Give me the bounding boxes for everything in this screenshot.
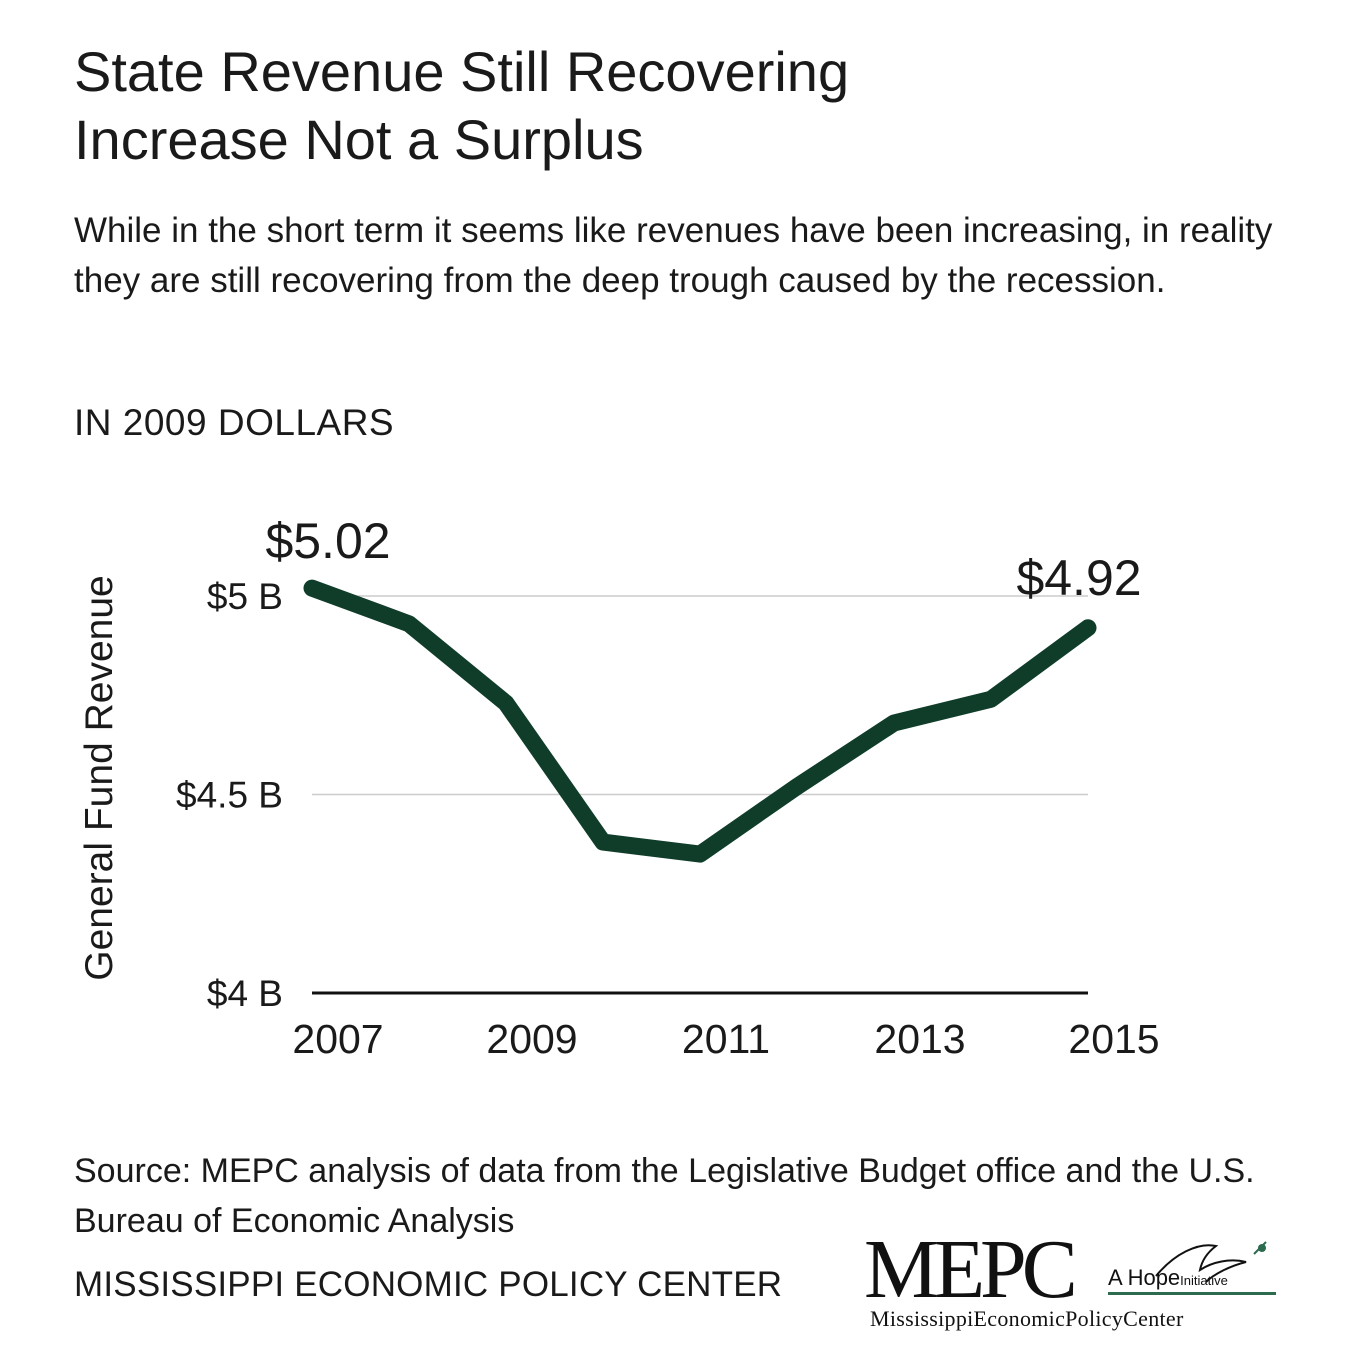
title-line-2: Increase Not a Surplus xyxy=(74,108,644,171)
title-line-1: State Revenue Still Recovering xyxy=(74,40,850,103)
source-note: Source: MEPC analysis of data from the L… xyxy=(74,1152,1255,1240)
x-tick-label: 2013 xyxy=(874,1016,965,1062)
logo-rule xyxy=(1108,1292,1276,1295)
data-point xyxy=(1087,626,1089,629)
data-point xyxy=(990,698,992,701)
mepc-logo: MEPC A HopeInitiative MississippiEconomi… xyxy=(864,1228,1284,1340)
revenue-series-line xyxy=(303,579,1097,863)
y-tick-label: $4 B xyxy=(207,973,283,1014)
x-tick-label: 2015 xyxy=(1068,1016,1159,1062)
x-tick-label: 2011 xyxy=(682,1016,770,1062)
y-axis-title: General Fund Revenue xyxy=(78,575,121,980)
logo-tagline: A HopeInitiative xyxy=(1108,1266,1228,1293)
dove-icon xyxy=(1155,1241,1267,1283)
logo-mark: MEPC xyxy=(864,1223,1078,1316)
y-tick-label: $5 B xyxy=(207,576,283,617)
data-point xyxy=(796,785,798,788)
logo-tag-small: Initiative xyxy=(1180,1273,1228,1288)
data-point xyxy=(505,702,507,705)
x-tick-label: 2007 xyxy=(292,1016,383,1062)
data-point xyxy=(602,841,604,844)
data-point xyxy=(311,587,313,590)
annotation-start-value: $5.02 xyxy=(265,513,390,569)
data-point xyxy=(893,722,895,725)
logo-full-name: MississippiEconomicPolicyCenter xyxy=(870,1306,1184,1331)
organization-name: MISSISSIPPI ECONOMIC POLICY CENTER xyxy=(74,1265,783,1304)
x-tick-label: 2009 xyxy=(486,1016,577,1062)
units-note: IN 2009 DOLLARS xyxy=(74,402,395,443)
chart-title: State Revenue Still Recovering Increase … xyxy=(74,38,1274,174)
logo-tag-main: A Hope xyxy=(1108,1265,1181,1290)
data-point xyxy=(699,853,701,856)
chart-subtitle: While in the short term it seems like re… xyxy=(74,211,1273,300)
data-point xyxy=(408,622,410,625)
annotation-end-value: $4.92 xyxy=(1016,550,1141,606)
y-tick-label: $4.5 B xyxy=(176,775,283,816)
